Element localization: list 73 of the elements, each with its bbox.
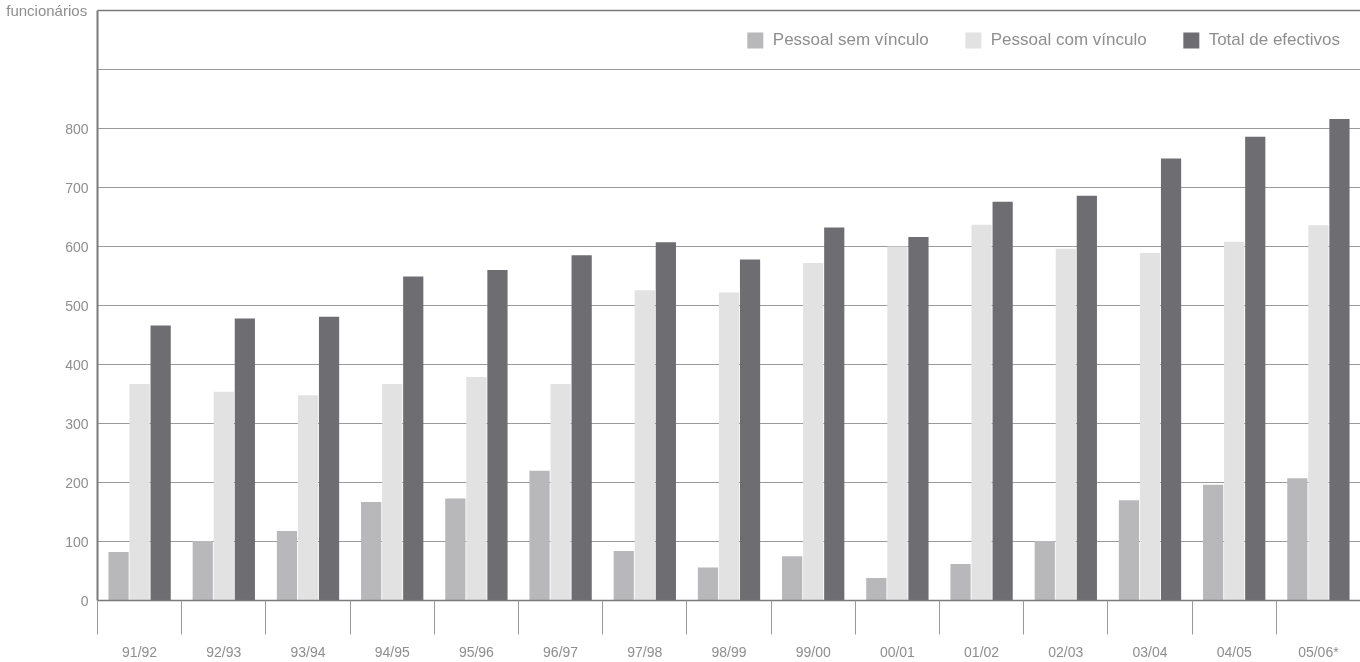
bar — [382, 383, 403, 601]
x-tick-label: 04/05 — [1216, 643, 1252, 660]
bar — [950, 563, 971, 601]
bar — [1055, 248, 1076, 601]
x-tick-label: 01/02 — [964, 643, 1000, 660]
bar — [655, 242, 676, 601]
y-axis-title: funcionários — [6, 2, 88, 19]
x-tick-label: 96/97 — [543, 643, 579, 660]
bar — [1203, 484, 1224, 601]
bar — [1245, 136, 1266, 601]
bar — [1160, 158, 1182, 601]
bar — [782, 556, 803, 601]
bar — [529, 470, 550, 601]
y-tick-label: 600 — [65, 238, 89, 255]
x-tick-label: 05/06* — [1298, 643, 1340, 660]
bar — [866, 578, 887, 601]
bar — [213, 391, 234, 601]
bar — [150, 325, 171, 601]
bar — [697, 567, 719, 601]
bar — [613, 550, 634, 601]
bar — [803, 263, 824, 601]
bar — [1118, 500, 1140, 601]
bar — [634, 290, 655, 601]
x-tick-label: 02/03 — [1048, 643, 1084, 660]
y-tick-label: 200 — [65, 474, 89, 491]
bar — [1287, 478, 1308, 601]
bar — [403, 276, 424, 601]
bar — [971, 224, 992, 601]
y-tick-label: 300 — [65, 415, 89, 432]
legend-label: Pessoal sem vínculo — [772, 30, 929, 50]
bar — [992, 201, 1013, 601]
y-tick-label: 400 — [65, 356, 89, 373]
y-tick-label: 500 — [65, 297, 89, 314]
bar — [466, 376, 487, 601]
bar — [1076, 195, 1097, 601]
bar — [487, 270, 508, 601]
x-tick-label: 93/94 — [290, 643, 326, 660]
bar — [192, 540, 213, 601]
bar — [1224, 241, 1245, 601]
y-tick-label: 800 — [65, 120, 89, 137]
bar — [108, 552, 129, 601]
legend-label: Pessoal com vínculo — [990, 30, 1147, 50]
x-tick-label: 91/92 — [122, 643, 158, 660]
y-tick-label: 700 — [65, 179, 89, 196]
x-tick-label: 03/04 — [1132, 643, 1168, 660]
x-tick-label: 97/98 — [627, 643, 663, 660]
bar — [276, 530, 298, 601]
x-tick-label: 98/99 — [711, 643, 747, 660]
bar — [297, 395, 319, 601]
bar — [550, 383, 571, 601]
y-tick-label: 100 — [65, 533, 89, 550]
bar — [1308, 225, 1329, 601]
bar — [739, 259, 761, 601]
y-tick-label: 0 — [80, 592, 89, 609]
bar — [824, 227, 845, 601]
bar — [1034, 540, 1055, 601]
x-tick-label: 94/95 — [374, 643, 410, 660]
x-tick-label: 00/01 — [879, 643, 916, 660]
bar — [887, 246, 908, 601]
x-tick-label: 95/96 — [458, 643, 495, 660]
bar — [445, 498, 466, 601]
bar — [234, 318, 255, 601]
x-tick-label: 99/00 — [795, 643, 831, 660]
bar — [1139, 252, 1161, 601]
legend-label: Total de efectivos — [1208, 30, 1340, 50]
x-tick-label: 92/93 — [206, 643, 242, 660]
bar — [129, 383, 150, 601]
bar — [1329, 119, 1350, 601]
bar — [718, 292, 740, 601]
bar — [361, 501, 382, 601]
bar — [908, 237, 929, 601]
bar — [318, 316, 340, 601]
bar — [571, 255, 592, 601]
